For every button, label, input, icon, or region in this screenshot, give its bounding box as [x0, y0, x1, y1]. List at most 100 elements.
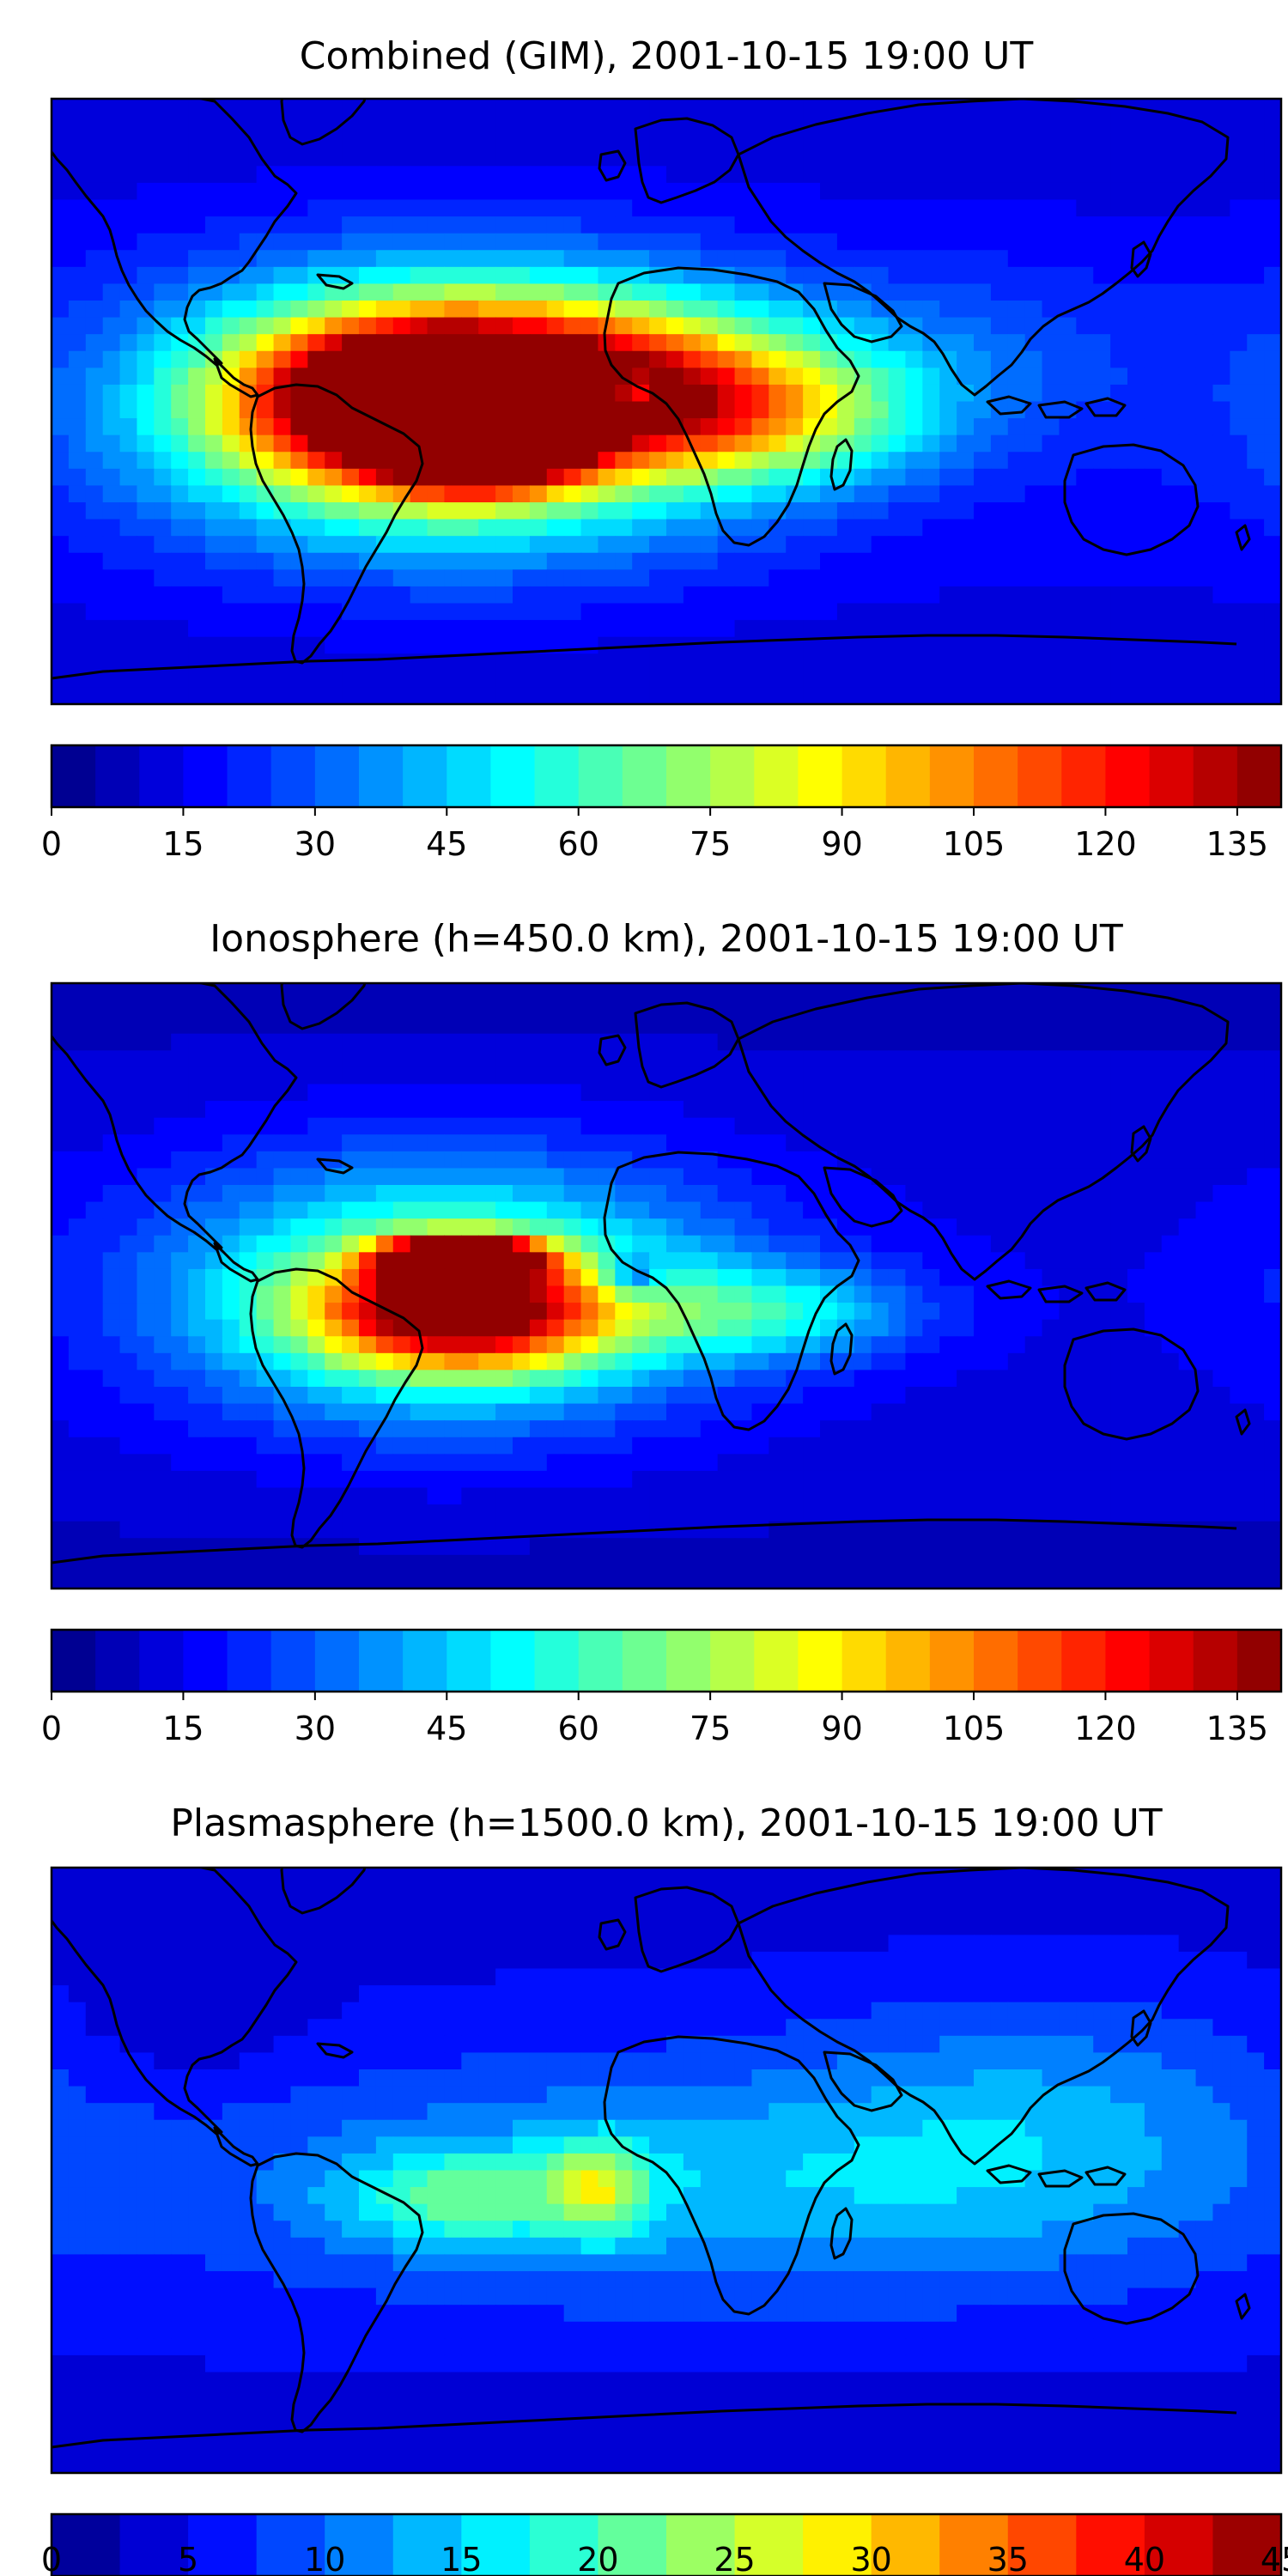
- field-cell: [632, 1134, 650, 1152]
- field-cell: [119, 569, 138, 587]
- field-cell: [598, 687, 616, 704]
- field-cell: [546, 401, 565, 419]
- field-cell: [1212, 983, 1230, 1001]
- field-cell: [666, 283, 684, 301]
- field-cell: [615, 216, 633, 234]
- field-cell: [1161, 1201, 1180, 1219]
- field-cell: [188, 1252, 206, 1270]
- field-cell: [1212, 266, 1230, 285]
- field-cell: [683, 569, 702, 587]
- field-cell: [1195, 1151, 1214, 1170]
- field-cell: [905, 182, 923, 201]
- field-cell: [751, 317, 769, 335]
- field-cell: [1127, 1033, 1145, 1051]
- field-cell: [392, 1084, 411, 1102]
- field-cell: [119, 434, 138, 453]
- field-cell: [222, 468, 240, 487]
- field-cell: [769, 670, 787, 689]
- field-cell: [1178, 1151, 1197, 1170]
- field-cell: [786, 434, 804, 453]
- field-cell: [410, 1437, 428, 1455]
- field-cell: [1110, 368, 1128, 386]
- field-cell: [905, 1151, 923, 1170]
- field-cell: [171, 1066, 189, 1085]
- field-cell: [273, 418, 292, 436]
- field-cell: [1161, 620, 1180, 638]
- field-cell: [1212, 233, 1230, 251]
- field-cell: [1195, 1201, 1214, 1219]
- field-cell: [1247, 1370, 1265, 1388]
- field-cell: [1127, 1117, 1145, 1135]
- field-cell: [1076, 1066, 1094, 1085]
- field-cell: [888, 1470, 907, 1489]
- field-cell: [410, 166, 428, 184]
- field-cell: [803, 569, 821, 587]
- field-cell: [495, 1470, 513, 1489]
- field-cell: [1127, 603, 1145, 621]
- field-cell: [325, 1117, 343, 1135]
- field-cell: [68, 368, 87, 386]
- field-cell: [1007, 1303, 1026, 1321]
- field-cell: [222, 452, 240, 470]
- field-cell: [649, 1420, 667, 1438]
- field-cell: [734, 283, 753, 301]
- field-cell: [700, 233, 719, 251]
- field-cell: [290, 199, 308, 217]
- field-cell: [1230, 1487, 1248, 1505]
- field-cell: [325, 1017, 343, 1035]
- field-cell: [683, 166, 702, 184]
- field-cell: [854, 603, 872, 621]
- field-cell: [1161, 1387, 1180, 1405]
- field-cell: [171, 1117, 189, 1135]
- field-cell: [1110, 586, 1128, 605]
- field-cell: [85, 1117, 104, 1135]
- field-cell: [325, 1303, 343, 1321]
- field-cell: [649, 1370, 667, 1388]
- field-cell: [85, 99, 104, 117]
- field-cell: [359, 687, 377, 704]
- field-cell: [974, 250, 992, 268]
- field-cell: [939, 687, 957, 704]
- field-cell: [563, 401, 582, 419]
- field-cell: [188, 1387, 206, 1405]
- field-cell: [68, 1235, 87, 1253]
- field-cell: [939, 1437, 957, 1455]
- field-cell: [854, 1084, 872, 1102]
- field-cell: [427, 1387, 446, 1405]
- field-cell: [529, 199, 548, 217]
- field-cell: [102, 199, 121, 217]
- field-cell: [888, 552, 907, 570]
- field-cell: [717, 350, 736, 368]
- field-cell: [222, 552, 240, 570]
- field-cell: [1076, 434, 1094, 453]
- field-cell: [957, 1185, 975, 1203]
- field-cell: [734, 1319, 753, 1337]
- field-cell: [717, 536, 736, 554]
- field-cell: [1195, 334, 1214, 352]
- colorbar-segment: [754, 745, 799, 807]
- field-cell: [546, 250, 565, 268]
- field-cell: [119, 670, 138, 689]
- field-cell: [598, 569, 616, 587]
- field-cell: [68, 199, 87, 217]
- field-cell: [273, 586, 292, 605]
- field-cell: [461, 1521, 479, 1539]
- field-cell: [1178, 301, 1197, 319]
- field-cell: [290, 250, 308, 268]
- field-cell: [410, 1017, 428, 1035]
- field-cell: [1161, 468, 1180, 487]
- field-cell: [751, 1201, 769, 1219]
- field-cell: [239, 368, 258, 386]
- field-cell: [290, 1352, 308, 1371]
- field-cell: [1110, 502, 1128, 520]
- field-cell: [427, 502, 446, 520]
- field-cell: [119, 283, 138, 301]
- field-cell: [786, 1420, 804, 1438]
- field-cell: [85, 1303, 104, 1321]
- field-cell: [1110, 182, 1128, 201]
- field-cell: [957, 670, 975, 689]
- field-cell: [1042, 350, 1060, 368]
- field-cell: [85, 620, 104, 638]
- field-cell: [1195, 1387, 1214, 1405]
- field-cell: [273, 149, 292, 167]
